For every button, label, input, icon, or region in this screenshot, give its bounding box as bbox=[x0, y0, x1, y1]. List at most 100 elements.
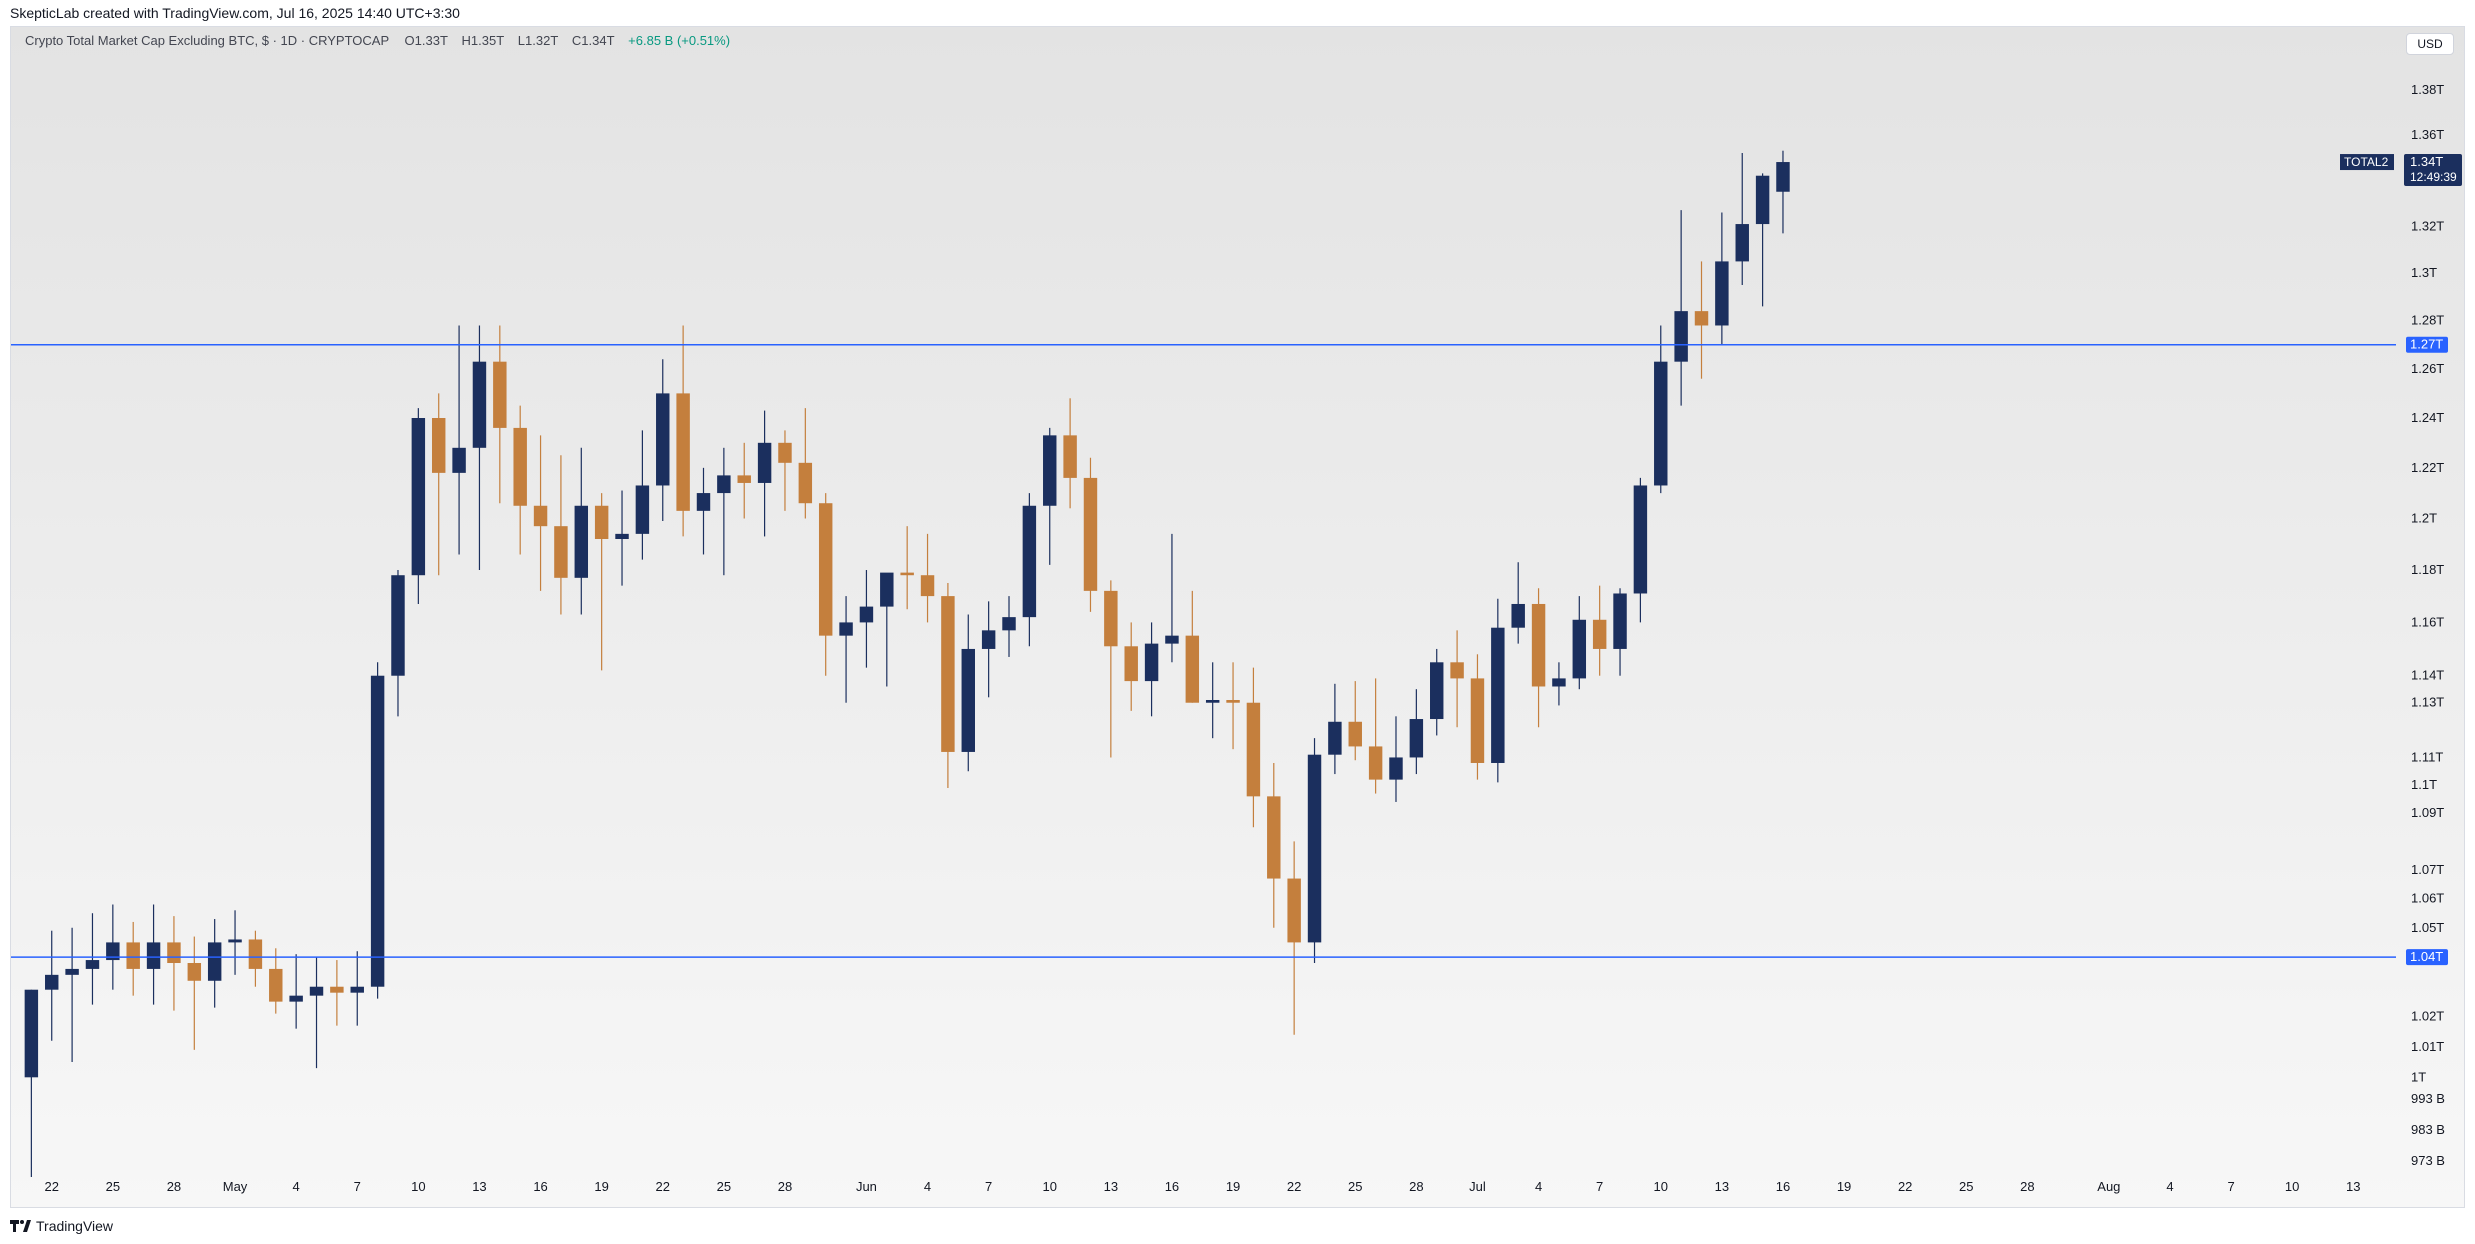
candle[interactable] bbox=[167, 916, 181, 1011]
candle[interactable] bbox=[1043, 427, 1057, 565]
candle[interactable] bbox=[146, 904, 161, 1005]
time-axis[interactable]: 22 25 28 May 4 7 10 13 16 19 22 25 28 Jun 4 7 10 13 16 19 22… bbox=[45, 1179, 2361, 1194]
candle[interactable] bbox=[574, 447, 589, 615]
candle[interactable] bbox=[880, 572, 894, 687]
candle[interactable] bbox=[900, 526, 914, 610]
price-axis[interactable]: 1.38T 1.36T 1.32T 1.3T 1.28T 1.26T 1.24T 1.22T 1… bbox=[2406, 82, 2448, 1168]
candle[interactable] bbox=[228, 910, 242, 975]
candle-body bbox=[981, 630, 996, 649]
candle[interactable] bbox=[330, 960, 344, 1026]
candle[interactable] bbox=[1470, 654, 1485, 780]
candle[interactable] bbox=[207, 919, 222, 1008]
candle[interactable] bbox=[370, 662, 385, 999]
candle[interactable] bbox=[1572, 596, 1587, 690]
candle[interactable] bbox=[737, 442, 751, 519]
candle[interactable] bbox=[1083, 457, 1098, 612]
candle[interactable] bbox=[696, 467, 711, 555]
candle[interactable] bbox=[1389, 716, 1403, 802]
candle[interactable] bbox=[1328, 683, 1342, 775]
candle[interactable] bbox=[1124, 622, 1138, 711]
candle[interactable] bbox=[1104, 580, 1118, 758]
legend-title[interactable]: Crypto Total Market Cap Excluding BTC, $… bbox=[25, 33, 389, 48]
candle[interactable] bbox=[513, 405, 527, 555]
candle[interactable] bbox=[309, 957, 324, 1069]
candle[interactable] bbox=[594, 493, 609, 671]
chart-pane[interactable]: 1.38T 1.36T 1.32T 1.3T 1.28T 1.26T 1.24T 1.22T 1… bbox=[10, 26, 2465, 1208]
candle[interactable] bbox=[798, 408, 813, 519]
candle[interactable] bbox=[1205, 662, 1220, 739]
candle[interactable] bbox=[859, 570, 874, 668]
candle[interactable] bbox=[1613, 588, 1627, 676]
candle[interactable] bbox=[1450, 630, 1464, 728]
candle[interactable] bbox=[1287, 841, 1301, 1035]
candle[interactable] bbox=[1735, 152, 1749, 285]
candle[interactable] bbox=[818, 493, 833, 676]
candle[interactable] bbox=[656, 359, 670, 522]
candle[interactable] bbox=[1491, 598, 1505, 783]
candle[interactable] bbox=[187, 936, 202, 1050]
candle[interactable] bbox=[1674, 210, 1688, 406]
candle[interactable] bbox=[1144, 622, 1159, 717]
candle[interactable] bbox=[554, 455, 568, 615]
candle-body bbox=[1287, 878, 1301, 943]
candle[interactable] bbox=[1592, 585, 1607, 676]
candle[interactable] bbox=[269, 948, 283, 1014]
candle[interactable] bbox=[1511, 562, 1525, 644]
candle[interactable] bbox=[85, 913, 100, 1005]
candle[interactable] bbox=[1063, 398, 1077, 509]
candle[interactable] bbox=[961, 614, 975, 772]
candle[interactable] bbox=[350, 951, 364, 1026]
candle[interactable] bbox=[1002, 596, 1016, 657]
candle[interactable] bbox=[1633, 477, 1648, 623]
candle[interactable] bbox=[431, 393, 446, 576]
candlestick-chart[interactable]: 1.38T 1.36T 1.32T 1.3T 1.28T 1.26T 1.24T 1.22T 1… bbox=[11, 27, 2464, 1207]
time-tick-label: 16 bbox=[533, 1179, 547, 1194]
candle[interactable] bbox=[1307, 738, 1322, 964]
candle[interactable] bbox=[1715, 212, 1729, 345]
candle[interactable] bbox=[1348, 681, 1362, 761]
candle[interactable] bbox=[1552, 662, 1566, 706]
candle[interactable] bbox=[1776, 150, 1790, 234]
candle[interactable] bbox=[615, 490, 629, 586]
currency-button[interactable]: USD bbox=[2406, 33, 2454, 55]
candle[interactable] bbox=[635, 430, 650, 560]
candle[interactable] bbox=[839, 596, 853, 703]
candle[interactable] bbox=[533, 435, 548, 591]
candle[interactable] bbox=[472, 325, 487, 571]
candle[interactable] bbox=[411, 408, 426, 604]
candle[interactable] bbox=[493, 325, 507, 504]
candle[interactable] bbox=[1694, 261, 1709, 379]
candle[interactable] bbox=[1531, 588, 1546, 728]
tradingview-watermark[interactable]: TradingView bbox=[10, 1216, 113, 1236]
candle[interactable] bbox=[676, 325, 690, 537]
candle[interactable] bbox=[941, 583, 955, 788]
candle[interactable] bbox=[1267, 762, 1281, 928]
candle[interactable] bbox=[1430, 648, 1444, 736]
candle[interactable] bbox=[920, 533, 935, 623]
candle[interactable] bbox=[1185, 590, 1200, 703]
candle[interactable] bbox=[106, 904, 120, 990]
candle[interactable] bbox=[1368, 678, 1383, 794]
symbol-legend[interactable]: Crypto Total Market Cap Excluding BTC, $… bbox=[25, 33, 730, 48]
candle[interactable] bbox=[1654, 325, 1668, 494]
candle[interactable] bbox=[1165, 533, 1179, 663]
candle[interactable] bbox=[757, 410, 772, 537]
candle[interactable] bbox=[289, 954, 303, 1029]
candle[interactable] bbox=[45, 930, 59, 1041]
candle[interactable] bbox=[1022, 493, 1037, 647]
candle[interactable] bbox=[1246, 667, 1261, 828]
candle[interactable] bbox=[452, 325, 466, 555]
candle[interactable] bbox=[248, 930, 263, 987]
candle[interactable] bbox=[1755, 173, 1770, 307]
candle[interactable] bbox=[126, 921, 140, 996]
candle-body bbox=[554, 526, 568, 578]
candle[interactable] bbox=[717, 447, 731, 576]
candle[interactable] bbox=[1409, 689, 1424, 775]
candle[interactable] bbox=[24, 989, 39, 1177]
candle[interactable] bbox=[65, 927, 79, 1063]
candle[interactable] bbox=[1226, 662, 1240, 750]
time-tick-label: 22 bbox=[1898, 1179, 1912, 1194]
candle[interactable] bbox=[778, 430, 792, 511]
candle[interactable] bbox=[981, 601, 996, 698]
candle[interactable] bbox=[391, 570, 405, 717]
